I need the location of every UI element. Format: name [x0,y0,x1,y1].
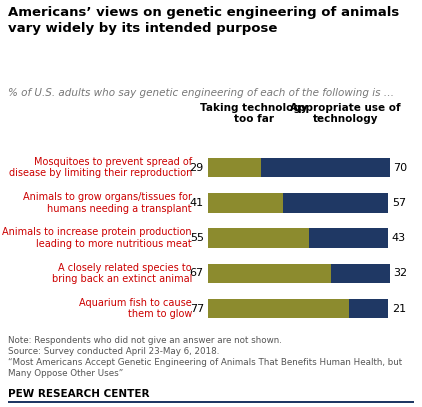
Bar [261,158,390,177]
Text: 43: 43 [392,233,406,243]
Text: Americans’ views on genetic engineering of animals
vary widely by its intended p: Americans’ views on genetic engineering … [8,6,400,35]
Text: Taking technology
too far: Taking technology too far [200,103,307,124]
Text: A closely related species to
bring back an extinct animal: A closely related species to bring back … [51,263,192,284]
Text: 55: 55 [190,233,204,243]
Text: 70: 70 [394,163,408,173]
Text: Note: Respondents who did not give an answer are not shown.
Source: Survey condu: Note: Respondents who did not give an an… [8,336,403,378]
Text: Aquarium fish to cause
them to glow: Aquarium fish to cause them to glow [79,298,192,319]
Bar [283,193,388,212]
Bar [349,299,388,318]
Bar [208,193,283,212]
Text: 41: 41 [190,198,204,208]
Text: PEW RESEARCH CENTER: PEW RESEARCH CENTER [8,389,150,399]
Text: 57: 57 [392,198,406,208]
Bar [208,228,309,248]
Text: 21: 21 [392,304,406,313]
Bar [208,158,261,177]
Text: Appropriate use of
technology: Appropriate use of technology [290,103,401,124]
Bar [208,299,349,318]
Bar [331,264,390,283]
Text: Animals to increase protein production
leading to more nutritious meat: Animals to increase protein production l… [3,227,192,249]
Bar [309,228,388,248]
Text: 77: 77 [189,304,204,313]
Text: Animals to grow organs/tissues for
humans needing a transplant: Animals to grow organs/tissues for human… [23,192,192,214]
Text: Mosquitoes to prevent spread of
disease by limiting their reproduction: Mosquitoes to prevent spread of disease … [8,157,192,178]
Bar [208,264,331,283]
Text: 32: 32 [394,268,408,278]
Text: % of U.S. adults who say genetic engineering of each of the following is …: % of U.S. adults who say genetic enginee… [8,88,395,98]
Text: 29: 29 [189,163,204,173]
Text: 67: 67 [190,268,204,278]
